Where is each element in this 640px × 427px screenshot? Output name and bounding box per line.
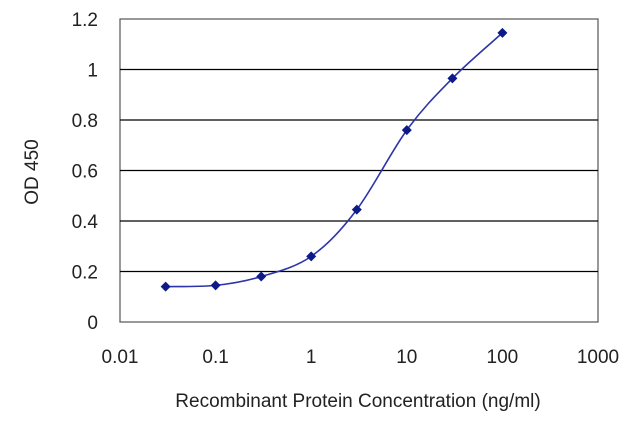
y-tick-label: 0.4 xyxy=(72,212,99,233)
data-point xyxy=(160,281,171,292)
y-tick-label: 1 xyxy=(87,61,98,82)
x-tick-label: 0.01 xyxy=(102,347,139,368)
data-point xyxy=(210,280,221,291)
data-point xyxy=(497,27,508,38)
x-tick-label: 1 xyxy=(306,347,317,368)
data-point xyxy=(306,251,317,262)
x-tick-label: 1000 xyxy=(577,347,619,368)
data-point xyxy=(256,271,267,282)
y-tick-label: 0.2 xyxy=(72,263,98,284)
grid-lines xyxy=(120,68,598,273)
y-tick-label: 0.8 xyxy=(72,111,98,132)
series-group xyxy=(160,27,508,292)
data-point xyxy=(401,125,412,136)
y-tick-label: 0 xyxy=(87,313,98,334)
y-tick-labels: 0 0.2 0.4 0.6 0.8 1 1.2 xyxy=(72,10,99,334)
y-tick-label: 1.2 xyxy=(72,10,98,31)
series-line xyxy=(165,32,503,288)
y-tick-label: 0.6 xyxy=(72,162,98,183)
x-axis-title: Recombinant Protein Concentration (ng/ml… xyxy=(175,391,540,412)
x-tick-label: 0.1 xyxy=(202,347,228,368)
x-tick-label: 100 xyxy=(487,347,519,368)
data-point xyxy=(447,73,458,84)
x-tick-labels: 0.01 0.1 1 10 100 1000 xyxy=(102,347,620,368)
y-axis-title: OD 450 xyxy=(22,139,43,204)
x-tick-label: 10 xyxy=(396,347,417,368)
data-point xyxy=(351,204,362,215)
